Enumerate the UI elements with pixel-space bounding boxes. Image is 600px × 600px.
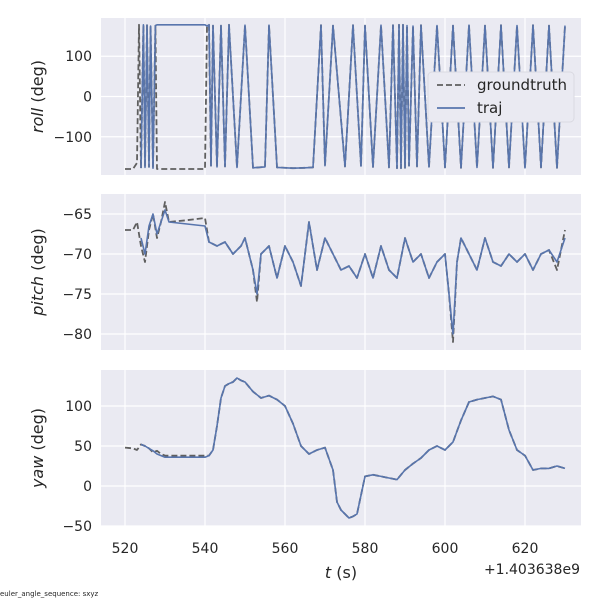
legend: groundtruth traj bbox=[427, 71, 575, 123]
y-tick-label: −50 bbox=[62, 519, 92, 535]
legend-label-groundtruth: groundtruth bbox=[477, 76, 567, 94]
plot-area bbox=[101, 370, 581, 526]
x-tick-label: 520 bbox=[112, 541, 139, 557]
legend-label-traj: traj bbox=[477, 99, 502, 117]
x-axis-label: t (s) bbox=[325, 563, 357, 582]
y-tick-label: 100 bbox=[65, 399, 92, 415]
series-line-traj bbox=[140, 24, 566, 169]
series-line-traj bbox=[140, 377, 566, 519]
y-tick-label: −70 bbox=[62, 247, 92, 263]
plot-area bbox=[101, 194, 581, 350]
panel-pitch: −65 −70 −75 −80 pitch (deg) bbox=[28, 194, 581, 350]
y-tick-label: −80 bbox=[62, 327, 92, 343]
series-line-traj bbox=[140, 209, 566, 335]
x-tick-label: 620 bbox=[512, 541, 539, 557]
panel-yaw: 100 50 0 −50 yaw (deg) 520 540 560 580 600 620 t (s… bbox=[28, 370, 581, 582]
x-tick-label: 560 bbox=[272, 541, 299, 557]
footer-note: euler_angle_sequence: sxyz bbox=[0, 590, 99, 598]
x-offset-text: +1.403638e9 bbox=[484, 562, 580, 578]
panel-roll: 100 0 −100 roll (deg) groundtruth traj bbox=[28, 18, 581, 175]
x-tick-label: 600 bbox=[432, 541, 459, 557]
y-tick-label: 50 bbox=[74, 439, 92, 455]
y-tick-label: 0 bbox=[83, 479, 92, 495]
y-axis-label: roll (deg) bbox=[28, 60, 47, 133]
y-tick-label: 0 bbox=[83, 90, 92, 106]
y-tick-label: −65 bbox=[62, 207, 92, 223]
x-tick-label: 580 bbox=[352, 541, 379, 557]
x-tick-label: 540 bbox=[192, 541, 219, 557]
y-tick-label: 100 bbox=[65, 49, 92, 65]
y-axis-label: pitch (deg) bbox=[28, 228, 47, 317]
y-tick-label: −100 bbox=[54, 130, 92, 146]
y-tick-label: −75 bbox=[62, 287, 92, 303]
y-axis-label: yaw (deg) bbox=[28, 408, 47, 489]
